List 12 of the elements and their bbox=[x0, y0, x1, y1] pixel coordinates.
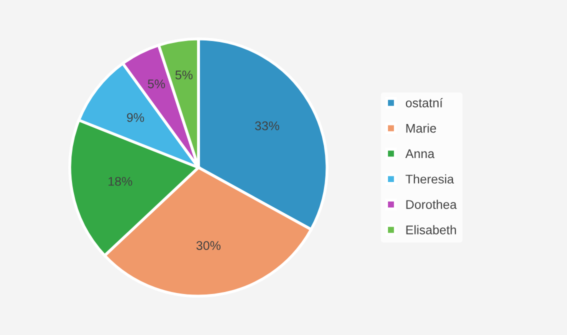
legend-label: Theresia bbox=[406, 174, 454, 184]
data-label: 5% bbox=[175, 70, 193, 80]
legend-label: Dorothea bbox=[406, 200, 457, 209]
legend-label: Elisabeth bbox=[406, 225, 456, 234]
data-label: 9% bbox=[126, 113, 144, 122]
legend-label: Anna bbox=[405, 149, 435, 158]
legend-label: Marie bbox=[406, 124, 436, 133]
data-label: 33% bbox=[255, 121, 280, 130]
data-label: 30% bbox=[196, 241, 221, 250]
legend-label: ostatní bbox=[406, 98, 443, 108]
data-label: 5% bbox=[148, 80, 165, 88]
data-label: 18% bbox=[108, 176, 132, 186]
